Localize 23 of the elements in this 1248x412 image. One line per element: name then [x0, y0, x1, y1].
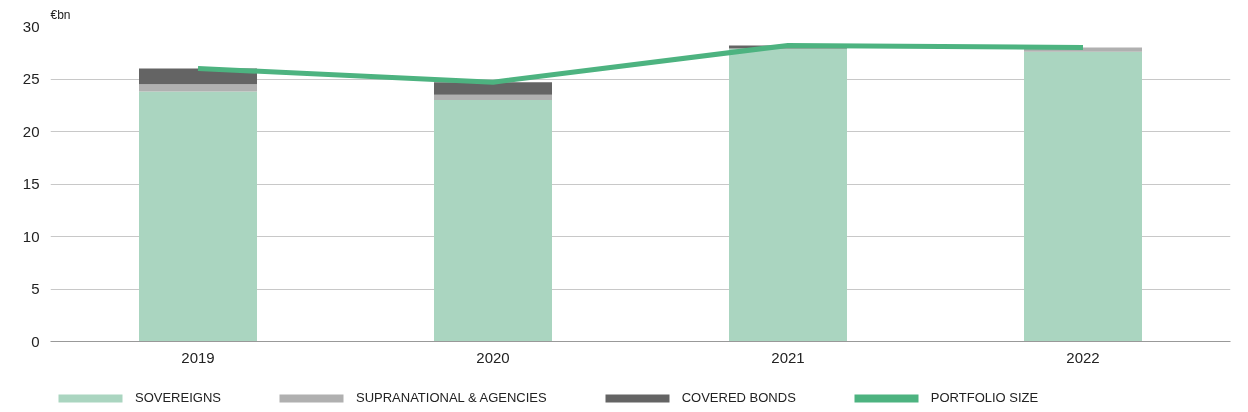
y-tick-label: 0 [31, 332, 40, 350]
bar [139, 91, 257, 342]
y-tick-label: 20 [22, 122, 40, 140]
bar [139, 84, 257, 92]
bar [1024, 51, 1142, 342]
x-tick-label: 2020 [476, 348, 510, 366]
y-tick-label: 30 [22, 17, 40, 35]
legend-label: PORTFOLIO SIZE [930, 390, 1039, 405]
legend-label: SUPRANATIONAL & AGENCIES [355, 390, 547, 405]
y-tick-label: 15 [22, 175, 40, 192]
legend-label: COVERED BONDS [681, 390, 796, 405]
x-tick-label: 2021 [771, 348, 805, 366]
y-tick-label: 5 [31, 280, 40, 297]
x-tick-label: 2022 [1066, 348, 1100, 366]
y-tick-label: 10 [22, 227, 40, 245]
y-axis-title: €bn [50, 7, 71, 22]
x-tick-label: 2019 [181, 348, 215, 366]
bar [434, 82, 552, 95]
bar [434, 94, 552, 100]
legend-label: SOVEREIGNS [135, 390, 221, 405]
y-tick-label: 25 [22, 70, 40, 87]
bar [729, 48, 847, 342]
bar [434, 100, 552, 342]
